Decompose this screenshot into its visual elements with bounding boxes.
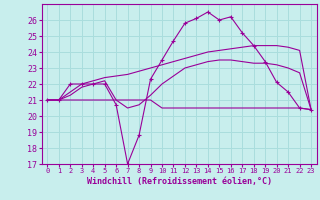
X-axis label: Windchill (Refroidissement éolien,°C): Windchill (Refroidissement éolien,°C)	[87, 177, 272, 186]
